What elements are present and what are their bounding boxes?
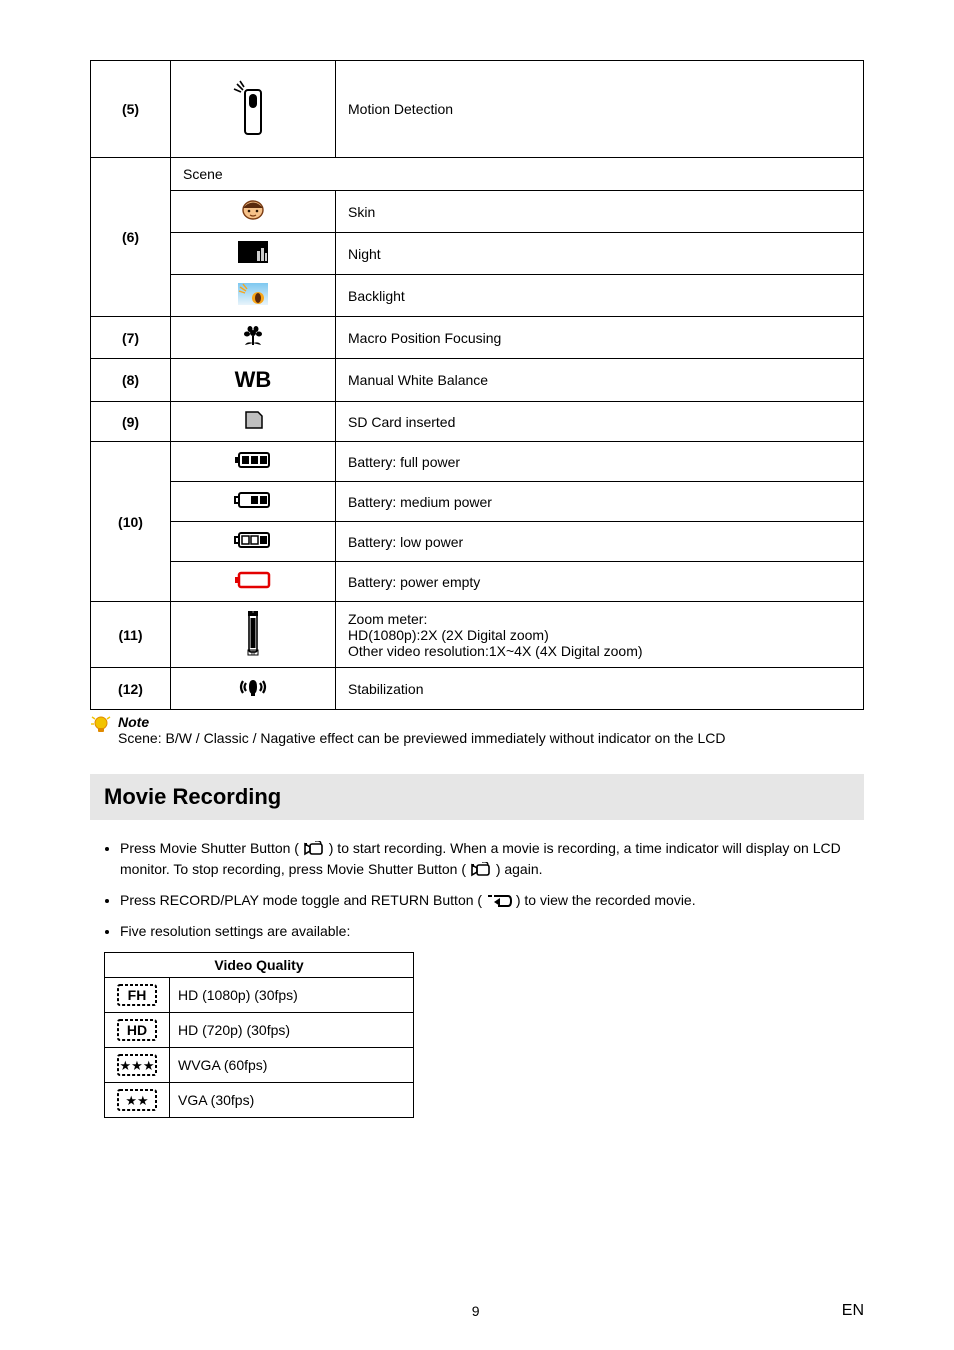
svg-text:FH: FH bbox=[128, 987, 147, 1003]
night-moon-icon bbox=[238, 241, 268, 263]
row-8-number: (8) bbox=[91, 359, 171, 402]
note-block: Note Scene: B/W / Classic / Nagative eff… bbox=[90, 714, 864, 746]
battery-low-desc: Battery: low power bbox=[336, 522, 864, 562]
stabilization-icon bbox=[235, 676, 271, 698]
video-quality-table: Video Quality FH HD (1080p) (30fps) HD H… bbox=[104, 952, 414, 1118]
bullet-1: Press Movie Shutter Button ( ) to start … bbox=[120, 838, 864, 880]
movie-shutter-icon bbox=[303, 840, 329, 856]
row-5-icon-cell bbox=[171, 61, 336, 158]
row-8-desc: Manual White Balance bbox=[336, 359, 864, 402]
svg-text:★★: ★★ bbox=[125, 1093, 148, 1108]
skin-face-icon bbox=[240, 199, 266, 221]
page-number: 9 bbox=[109, 1303, 841, 1319]
row-11-desc: Zoom meter: HD(1080p):2X (2X Digital zoo… bbox=[336, 602, 864, 668]
vq-hd-icon: HD bbox=[105, 1013, 170, 1048]
row-12-desc: Stabilization bbox=[336, 668, 864, 710]
battery-empty-icon-cell bbox=[171, 562, 336, 602]
vq-header: Video Quality bbox=[105, 953, 414, 978]
row-12-number: (12) bbox=[91, 668, 171, 710]
scene-night-desc: Night bbox=[336, 233, 864, 275]
vq-2star-label: VGA (30fps) bbox=[170, 1083, 414, 1118]
b2-pre: Press RECORD/PLAY mode toggle and RETURN… bbox=[120, 892, 486, 908]
vq-hd-label: HD (720p) (30fps) bbox=[170, 1013, 414, 1048]
vq-2star-icon: ★★ bbox=[105, 1083, 170, 1118]
scene-night-icon-cell bbox=[171, 233, 336, 275]
motion-detection-icon bbox=[231, 80, 275, 136]
battery-full-desc: Battery: full power bbox=[336, 442, 864, 482]
battery-full-icon-cell bbox=[171, 442, 336, 482]
note-bulb-icon bbox=[90, 714, 112, 736]
vq-3star-label: WVGA (60fps) bbox=[170, 1048, 414, 1083]
battery-full-icon bbox=[233, 450, 273, 470]
battery-medium-icon bbox=[233, 490, 273, 510]
b1-pre: Press Movie Shutter Button ( bbox=[120, 840, 303, 856]
scene-backlight-icon-cell bbox=[171, 275, 336, 317]
return-button-icon bbox=[486, 892, 516, 908]
row-9-icon-cell bbox=[171, 402, 336, 442]
page-lang: EN bbox=[842, 1302, 864, 1320]
scene-header: Scene bbox=[171, 158, 864, 191]
b1-post: ) again. bbox=[496, 861, 543, 877]
bullet-2: Press RECORD/PLAY mode toggle and RETURN… bbox=[120, 890, 864, 911]
wb-icon: WB bbox=[171, 359, 336, 402]
scene-skin-desc: Skin bbox=[336, 191, 864, 233]
row-12-icon-cell bbox=[171, 668, 336, 710]
battery-low-icon-cell bbox=[171, 522, 336, 562]
zoom-line-1: Zoom meter: bbox=[348, 611, 851, 627]
sd-card-icon bbox=[242, 410, 264, 430]
row-11-icon-cell: T W bbox=[171, 602, 336, 668]
note-body: Scene: B/W / Classic / Nagative effect c… bbox=[118, 730, 864, 746]
movie-recording-header: Movie Recording bbox=[90, 774, 864, 820]
zoom-line-3: Other video resolution:1X~4X (4X Digital… bbox=[348, 643, 851, 659]
row-9-number: (9) bbox=[91, 402, 171, 442]
battery-medium-icon-cell bbox=[171, 482, 336, 522]
vq-fh-icon: FH bbox=[105, 978, 170, 1013]
battery-low-icon bbox=[233, 530, 273, 550]
backlight-sun-icon bbox=[238, 283, 268, 305]
movie-shutter-icon-2 bbox=[470, 861, 496, 877]
row-5-number: (5) bbox=[91, 61, 171, 158]
row-5-desc: Motion Detection bbox=[336, 61, 864, 158]
scene-backlight-desc: Backlight bbox=[336, 275, 864, 317]
row-7-desc: Macro Position Focusing bbox=[336, 317, 864, 359]
row-7-icon-cell bbox=[171, 317, 336, 359]
row-10-number: (10) bbox=[91, 442, 171, 602]
battery-empty-desc: Battery: power empty bbox=[336, 562, 864, 602]
note-title: Note bbox=[118, 714, 149, 730]
vq-fh-label: HD (1080p) (30fps) bbox=[170, 978, 414, 1013]
battery-empty-icon bbox=[233, 570, 273, 590]
bullet-3: Five resolution settings are available: bbox=[120, 921, 864, 942]
page-footer: EN 9 EN bbox=[90, 1302, 864, 1320]
movie-recording-bullets: Press Movie Shutter Button ( ) to start … bbox=[90, 838, 864, 942]
scene-skin-icon-cell bbox=[171, 191, 336, 233]
row-6-number: (6) bbox=[91, 158, 171, 317]
row-9-desc: SD Card inserted bbox=[336, 402, 864, 442]
macro-flower-icon bbox=[241, 325, 265, 347]
b2-post: ) to view the recorded movie. bbox=[516, 892, 696, 908]
svg-text:★★★: ★★★ bbox=[120, 1058, 155, 1073]
vq-3star-icon: ★★★ bbox=[105, 1048, 170, 1083]
row-11-number: (11) bbox=[91, 602, 171, 668]
svg-text:W: W bbox=[251, 651, 256, 657]
svg-text:HD: HD bbox=[127, 1022, 147, 1038]
svg-text:T: T bbox=[251, 610, 254, 615]
zoom-meter-icon: T W bbox=[244, 610, 262, 656]
zoom-line-2: HD(1080p):2X (2X Digital zoom) bbox=[348, 627, 851, 643]
battery-medium-desc: Battery: medium power bbox=[336, 482, 864, 522]
row-7-number: (7) bbox=[91, 317, 171, 359]
indicators-table: (5) Motion Detection bbox=[90, 60, 864, 710]
